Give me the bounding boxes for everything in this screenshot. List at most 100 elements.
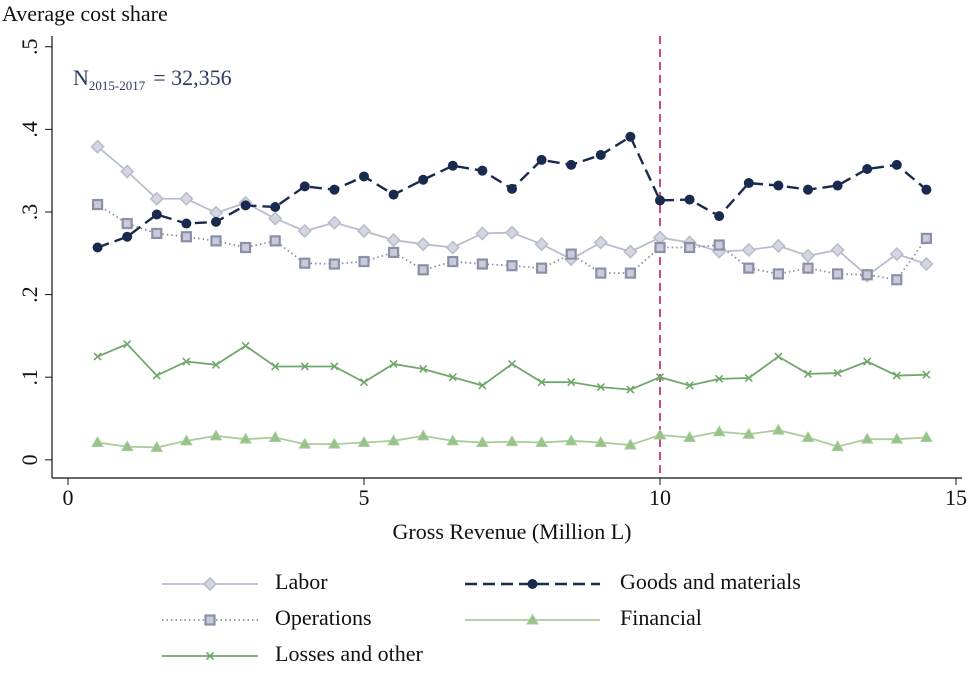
point <box>268 431 282 443</box>
point <box>152 371 161 380</box>
point <box>743 178 754 189</box>
point <box>625 131 636 142</box>
point <box>358 171 369 182</box>
point <box>860 432 874 444</box>
point <box>862 164 873 175</box>
point <box>123 340 132 349</box>
point <box>920 232 932 245</box>
legend-marker <box>202 576 218 592</box>
point <box>595 149 606 160</box>
point <box>210 216 221 227</box>
point <box>624 438 637 450</box>
point <box>120 440 134 452</box>
point <box>684 194 695 205</box>
annotation-subscript: 2015-2017 <box>89 78 146 93</box>
point <box>833 369 842 378</box>
point <box>328 258 340 270</box>
point <box>447 255 459 268</box>
point <box>180 434 193 446</box>
legend-label: Losses and other <box>275 641 424 666</box>
point <box>535 262 548 274</box>
point <box>210 235 222 247</box>
point <box>387 434 400 446</box>
point <box>122 231 133 242</box>
point <box>151 227 163 240</box>
point <box>802 184 813 195</box>
x-tick-label: 10 <box>649 485 671 510</box>
point <box>567 378 576 387</box>
point <box>182 357 191 366</box>
point <box>685 381 694 390</box>
point <box>149 191 164 206</box>
point <box>300 362 309 371</box>
point <box>774 352 783 361</box>
point <box>327 215 342 230</box>
point <box>741 242 756 258</box>
point <box>921 184 932 195</box>
point <box>890 432 904 444</box>
point <box>801 431 815 443</box>
point <box>478 381 487 390</box>
point <box>417 264 429 276</box>
point <box>357 435 371 447</box>
point <box>683 431 696 443</box>
legend-label: Financial <box>620 605 702 630</box>
point <box>445 240 460 255</box>
point <box>832 180 843 191</box>
point <box>387 246 400 259</box>
point <box>922 370 931 379</box>
point <box>714 211 725 222</box>
x-tick-label: 5 <box>358 485 369 510</box>
y-tick-label: .1 <box>17 369 42 386</box>
point <box>534 237 549 252</box>
point <box>179 191 194 206</box>
point <box>386 232 401 248</box>
point <box>446 434 460 446</box>
annotation-rest: = 32,356 <box>153 65 231 90</box>
point <box>91 198 104 211</box>
point <box>476 258 488 270</box>
point <box>270 202 281 213</box>
point <box>330 362 339 371</box>
point <box>475 226 490 241</box>
point <box>624 267 636 279</box>
point <box>891 274 903 286</box>
point <box>150 440 164 452</box>
point <box>920 431 933 443</box>
y-axis-title: Average cost share <box>2 1 168 26</box>
point <box>419 364 428 374</box>
point <box>271 362 280 371</box>
point <box>892 371 901 380</box>
point <box>830 242 845 258</box>
point <box>593 235 608 250</box>
point <box>507 359 517 369</box>
point <box>771 238 786 253</box>
point <box>91 435 104 447</box>
y-tick-label: .2 <box>17 286 42 303</box>
point <box>742 427 756 439</box>
point <box>506 260 518 272</box>
annotation: N2015-2017 = 32,356 <box>73 65 232 93</box>
point <box>240 200 251 211</box>
point <box>329 184 340 195</box>
point <box>744 373 753 383</box>
point <box>211 360 221 369</box>
point <box>863 357 872 366</box>
point <box>476 435 489 447</box>
point <box>715 374 724 383</box>
point <box>772 268 784 280</box>
point <box>506 183 517 194</box>
point <box>626 385 635 394</box>
point <box>241 341 250 350</box>
point <box>889 246 904 262</box>
point <box>713 239 725 251</box>
point <box>831 268 844 280</box>
point <box>505 435 519 447</box>
point <box>120 164 135 179</box>
point <box>448 373 457 382</box>
point <box>447 160 458 171</box>
point <box>418 174 429 185</box>
point <box>743 262 755 274</box>
point <box>566 159 577 170</box>
